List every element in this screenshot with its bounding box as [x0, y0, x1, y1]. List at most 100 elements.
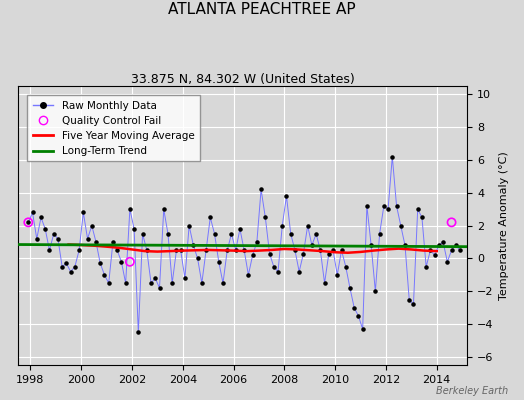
Point: [447, 247, 456, 254]
Point: [202, 247, 210, 254]
Point: [83, 236, 92, 242]
Point: [164, 231, 172, 237]
Point: [45, 247, 53, 254]
Point: [122, 280, 130, 286]
Point: [62, 260, 71, 267]
Point: [159, 206, 168, 212]
Point: [240, 247, 248, 254]
Point: [113, 247, 122, 254]
Point: [244, 272, 253, 278]
Point: [354, 313, 363, 319]
Point: [177, 247, 185, 254]
Point: [147, 280, 155, 286]
Point: [295, 268, 303, 275]
Point: [206, 214, 214, 221]
Point: [181, 275, 189, 282]
Point: [109, 239, 117, 245]
Point: [367, 242, 375, 248]
Point: [126, 258, 134, 265]
Point: [358, 326, 367, 332]
Point: [371, 288, 379, 294]
Point: [282, 193, 291, 199]
Point: [236, 226, 244, 232]
Point: [117, 258, 126, 265]
Point: [320, 280, 329, 286]
Point: [79, 209, 88, 216]
Point: [413, 206, 422, 212]
Point: [253, 239, 261, 245]
Point: [168, 280, 177, 286]
Point: [312, 231, 320, 237]
Point: [329, 247, 337, 254]
Point: [24, 219, 32, 226]
Point: [397, 222, 405, 229]
Point: [447, 219, 456, 226]
Point: [32, 236, 41, 242]
Point: [257, 186, 265, 193]
Point: [375, 231, 384, 237]
Point: [439, 239, 447, 245]
Point: [265, 250, 274, 257]
Point: [337, 247, 346, 254]
Point: [28, 209, 37, 216]
Legend: Raw Monthly Data, Quality Control Fail, Five Year Moving Average, Long-Term Tren: Raw Monthly Data, Quality Control Fail, …: [27, 95, 200, 162]
Point: [54, 236, 62, 242]
Point: [299, 250, 308, 257]
Point: [215, 258, 223, 265]
Point: [430, 252, 439, 258]
Point: [401, 242, 409, 248]
Point: [303, 222, 312, 229]
Point: [88, 222, 96, 229]
Point: [49, 231, 58, 237]
Point: [210, 231, 219, 237]
Point: [269, 264, 278, 270]
Point: [143, 247, 151, 254]
Point: [325, 250, 333, 257]
Title: 33.875 N, 84.302 W (United States): 33.875 N, 84.302 W (United States): [130, 73, 354, 86]
Point: [96, 260, 104, 267]
Point: [384, 206, 392, 212]
Point: [151, 275, 159, 282]
Point: [24, 219, 32, 226]
Point: [418, 214, 426, 221]
Point: [426, 247, 434, 254]
Point: [223, 247, 232, 254]
Point: [435, 242, 443, 248]
Point: [363, 203, 371, 209]
Point: [405, 296, 413, 303]
Text: ATLANTA PEACHTREE AP: ATLANTA PEACHTREE AP: [168, 2, 356, 17]
Point: [443, 258, 452, 265]
Point: [130, 226, 138, 232]
Point: [308, 242, 316, 248]
Point: [291, 247, 299, 254]
Point: [227, 231, 236, 237]
Point: [452, 242, 460, 248]
Point: [92, 239, 100, 245]
Point: [392, 203, 401, 209]
Point: [37, 214, 45, 221]
Point: [71, 264, 79, 270]
Point: [185, 222, 193, 229]
Point: [193, 255, 202, 262]
Point: [346, 285, 354, 291]
Point: [198, 280, 206, 286]
Point: [189, 242, 198, 248]
Point: [126, 206, 134, 212]
Point: [287, 231, 295, 237]
Point: [342, 264, 350, 270]
Point: [409, 301, 418, 308]
Point: [134, 329, 143, 336]
Point: [219, 280, 227, 286]
Point: [422, 264, 430, 270]
Point: [274, 268, 282, 275]
Point: [248, 252, 257, 258]
Point: [104, 280, 113, 286]
Point: [232, 247, 240, 254]
Point: [58, 264, 67, 270]
Point: [67, 268, 75, 275]
Point: [172, 247, 181, 254]
Point: [155, 285, 163, 291]
Point: [333, 272, 342, 278]
Point: [316, 247, 324, 254]
Point: [380, 203, 388, 209]
